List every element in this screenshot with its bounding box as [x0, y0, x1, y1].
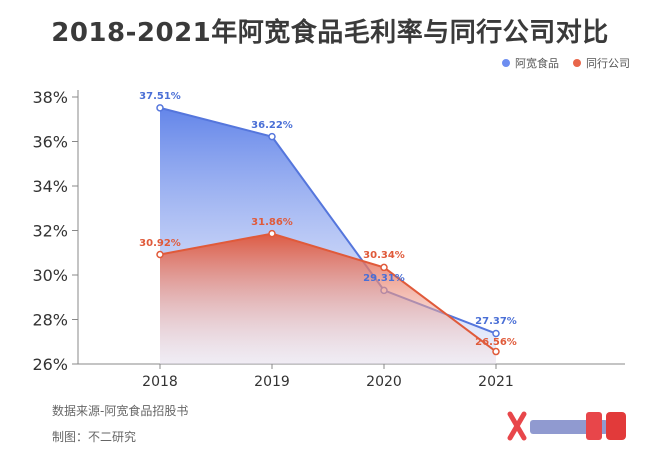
y-tick-label: 36% — [32, 133, 68, 152]
legend-item-peer: 同行公司 — [573, 55, 630, 71]
data-label-akuan: 36.22% — [251, 120, 293, 131]
data-label-peer: 30.34% — [363, 250, 405, 261]
y-tick-label: 32% — [32, 222, 68, 241]
legend-item-akuan: 阿宽食品 — [502, 55, 559, 71]
brand-watermark-logo — [507, 411, 626, 441]
data-label-akuan: 37.51% — [139, 91, 181, 102]
data-label-peer: 31.86% — [251, 217, 293, 228]
x-tick-label: 2020 — [366, 374, 402, 390]
data-point-peer — [268, 229, 276, 238]
data-label-peer: 30.92% — [139, 238, 181, 249]
x-tick-label: 2019 — [254, 374, 290, 390]
x-tick-label: 2021 — [478, 374, 514, 390]
y-tick-label: 28% — [32, 311, 68, 330]
data-point-peer — [156, 250, 164, 259]
data-label-peer: 26.56% — [475, 337, 517, 348]
y-tick-label: 30% — [32, 266, 68, 285]
maker-note: 制图：不二研究 — [52, 430, 137, 444]
data-label-akuan: 27.37% — [475, 316, 517, 327]
source-note: 数据来源-阿宽食品招股书 — [52, 404, 189, 418]
data-point-peer — [380, 263, 388, 272]
chart-legend: 阿宽食品 同行公司 — [502, 55, 630, 71]
series-line-peer — [159, 232, 497, 353]
chart-title: 2018-2021年阿宽食品毛利率与同行公司对比 — [51, 18, 609, 48]
data-label-akuan: 29.31% — [363, 273, 405, 284]
data-point-akuan — [156, 104, 164, 112]
series-area-peer — [160, 233, 496, 364]
y-tick-label: 26% — [32, 355, 68, 374]
legend-label-akuan: 阿宽食品 — [515, 57, 559, 70]
data-point-peer — [492, 347, 500, 356]
legend-swatch-peer — [573, 59, 581, 67]
legend-label-peer: 同行公司 — [586, 57, 630, 70]
data-point-akuan — [492, 329, 500, 338]
legend-swatch-akuan — [502, 59, 510, 67]
data-point-akuan — [268, 132, 276, 141]
y-tick-label: 34% — [32, 177, 68, 196]
x-tick-label: 2018 — [142, 374, 178, 390]
y-tick-label: 38% — [32, 88, 68, 107]
